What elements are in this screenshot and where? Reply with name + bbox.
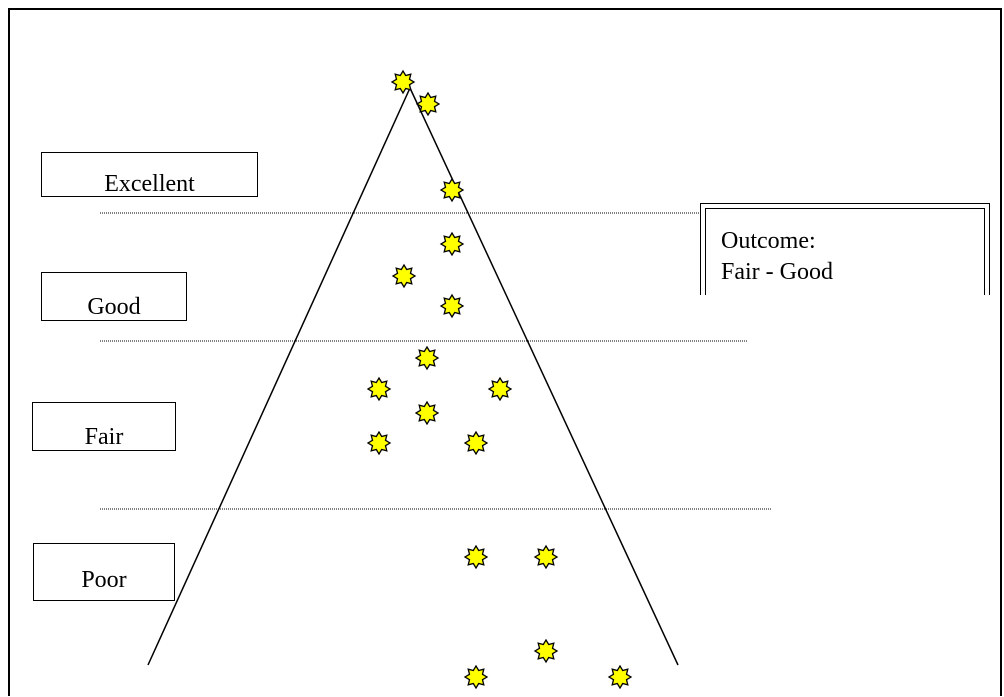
star-icon [391,263,417,289]
star-icon [414,345,440,371]
star-icon [414,400,440,426]
star-icon [533,544,559,570]
level-label-good-text: Good [87,294,141,320]
pyramid-left-edge [147,87,411,666]
star-icon [533,638,559,664]
level-label-poor: Poor [33,543,175,601]
pyramid-right-edge [409,87,679,666]
star-icon [439,231,465,257]
level-label-excellent-text: Excellent [104,171,195,197]
star-icon [390,69,416,95]
outcome-label: Outcome: [721,228,816,254]
star-icon [439,293,465,319]
diagram-frame [8,8,1002,696]
star-icon [607,664,633,690]
star-icon [463,544,489,570]
star-icon [415,91,441,117]
level-label-good: Good [41,272,187,321]
outcome-value: Fair - Good [721,259,833,285]
star-icon [487,376,513,402]
star-icon [366,430,392,456]
outcome-text: Outcome: Fair - Good [721,226,833,288]
level-label-excellent: Excellent [41,152,258,197]
star-icon [366,376,392,402]
level-label-fair: Fair [32,402,176,451]
star-markers [366,69,633,690]
outcome-box-inner [705,208,985,295]
star-icon [463,664,489,690]
outcome-box: Outcome: Fair - Good [700,203,990,295]
level-label-poor-text: Poor [81,567,127,593]
star-icon [463,430,489,456]
level-label-fair-text: Fair [84,424,124,450]
star-icon [439,177,465,203]
